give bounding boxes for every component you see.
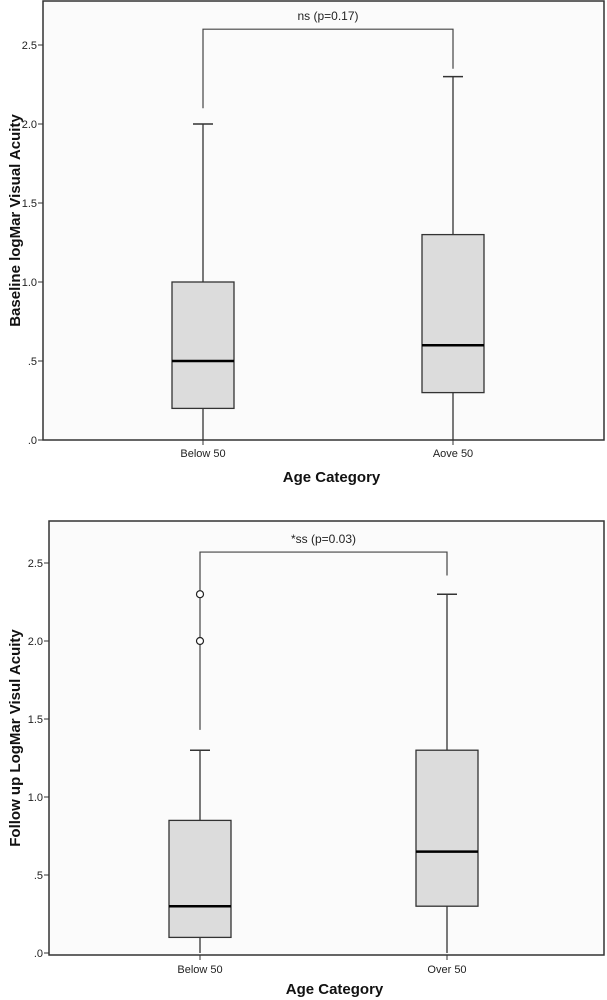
- baseline-chart-panel: .0 .5 1.0 1.5 2.0 2.5 ns (p=0.17) Below 50 Ao…: [7, 0, 605, 486]
- iqr-box: [168, 819, 232, 939]
- x-axis-title: Age Category: [286, 981, 384, 998]
- y-axis-title: Follow up LogMar Visul Acuity: [7, 629, 24, 847]
- y-tick-label: .5: [28, 356, 37, 368]
- x-tick-label: Aove 50: [433, 448, 473, 460]
- iqr-box: [171, 281, 235, 410]
- plot-area: [48, 520, 605, 956]
- x-tick-label: Below 50: [177, 964, 222, 976]
- significance-bracket: [202, 28, 454, 109]
- y-tick-label: 2.5: [28, 558, 43, 570]
- significance-label: *ss (p=0.03): [291, 532, 356, 546]
- y-tick-label: .0: [34, 948, 43, 960]
- y-tick-label: 2.5: [22, 40, 37, 52]
- x-axis-title: Age Category: [283, 469, 381, 486]
- outlier-point: [195, 590, 205, 599]
- y-axis-title: Baseline logMar Visual Acuity: [7, 114, 24, 327]
- y-tick-label: .5: [34, 870, 43, 882]
- plot-area: [42, 0, 605, 441]
- y-tick-label: 2.0: [28, 636, 43, 648]
- y-tick-label: .0: [28, 435, 37, 447]
- x-tick-label: Over 50: [427, 964, 466, 976]
- y-tick-label: 1.0: [28, 792, 43, 804]
- iqr-box: [415, 749, 479, 907]
- significance-label: ns (p=0.17): [297, 9, 358, 23]
- x-tick-label: Below 50: [180, 448, 225, 460]
- y-tick-label: 1.5: [28, 714, 43, 726]
- y-tick-label: 1.0: [22, 277, 37, 289]
- outlier-point: [195, 636, 205, 646]
- iqr-box: [421, 233, 485, 394]
- followup-chart-panel: .0 .5 1.0 1.5 2.0 2.5 *ss (p=0.03) Below 50 O…: [7, 520, 605, 998]
- y-tick-label: 1.5: [22, 198, 37, 210]
- y-tick-label: 2.0: [22, 119, 37, 131]
